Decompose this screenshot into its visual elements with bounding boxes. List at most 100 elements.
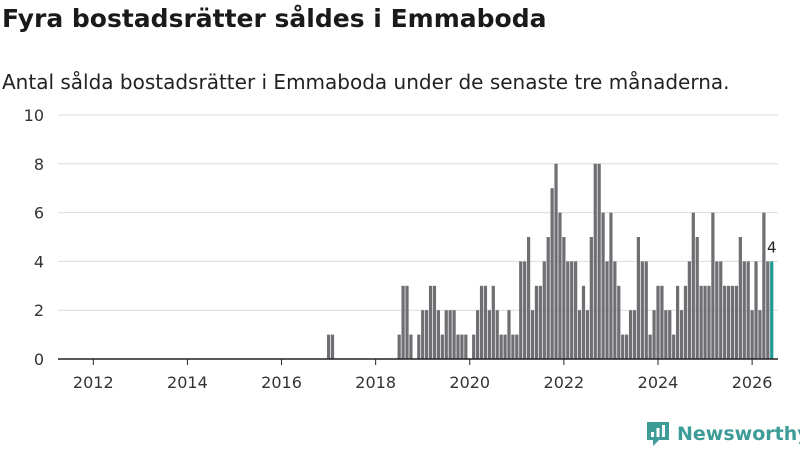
bar xyxy=(605,261,609,359)
bar xyxy=(401,285,405,359)
bar xyxy=(601,212,605,359)
bar xyxy=(566,261,570,359)
bar xyxy=(538,285,542,359)
bar xyxy=(526,237,531,359)
bar xyxy=(648,334,652,359)
bar xyxy=(621,334,625,359)
bar xyxy=(417,334,421,359)
bar xyxy=(487,310,491,359)
y-tick-label: 10 xyxy=(24,106,44,125)
bar xyxy=(330,334,335,359)
bar xyxy=(499,334,503,359)
y-tick-label: 8 xyxy=(34,155,44,174)
bar xyxy=(672,334,676,359)
bar xyxy=(746,261,750,359)
bar xyxy=(428,285,433,359)
bar xyxy=(530,310,535,359)
bar xyxy=(617,285,621,359)
bar xyxy=(503,334,507,359)
bar xyxy=(699,285,703,359)
bar xyxy=(715,261,719,359)
bar xyxy=(534,285,539,359)
newsworthy-logo: Newsworthy xyxy=(645,420,800,448)
bar xyxy=(554,163,558,359)
bar xyxy=(597,163,601,359)
bar xyxy=(695,237,699,359)
bar xyxy=(652,310,656,359)
y-tick-label: 2 xyxy=(34,301,44,320)
bar xyxy=(711,212,715,359)
bar xyxy=(766,261,770,359)
y-tick-label: 0 xyxy=(34,350,44,369)
bar xyxy=(730,285,735,359)
bar xyxy=(495,310,499,359)
y-tick-label: 6 xyxy=(34,204,44,223)
bar xyxy=(432,285,437,359)
x-tick-label: 2020 xyxy=(449,373,490,392)
bar xyxy=(472,334,476,359)
bar xyxy=(723,285,727,359)
bar xyxy=(570,261,574,359)
bar xyxy=(719,261,723,359)
bar xyxy=(683,285,688,359)
bar xyxy=(523,261,527,359)
bar xyxy=(574,261,578,359)
bar xyxy=(687,261,691,359)
bar xyxy=(750,310,754,359)
bar xyxy=(464,334,468,359)
bar xyxy=(664,310,668,359)
data-label: 4 xyxy=(767,238,777,256)
bar xyxy=(609,212,613,359)
bar-chart: 0 2 4 6 8 10 4 2012 2014 2016 2018 2020 2022 2024 2026 xyxy=(24,106,778,392)
bar xyxy=(440,334,444,359)
bar xyxy=(738,237,742,359)
bar xyxy=(613,261,617,359)
bar xyxy=(734,285,739,359)
bar xyxy=(707,285,711,359)
bar xyxy=(703,285,707,359)
y-tick-label: 4 xyxy=(34,252,44,271)
bar xyxy=(589,237,593,359)
bar xyxy=(476,310,480,359)
x-tick-label: 2012 xyxy=(73,373,114,392)
bar xyxy=(562,237,566,359)
x-tick-label: 2024 xyxy=(638,373,679,392)
x-tick-label: 2022 xyxy=(544,373,585,392)
bar xyxy=(632,310,637,359)
bar xyxy=(542,261,546,359)
bar xyxy=(585,310,590,359)
bar xyxy=(519,261,523,359)
bar xyxy=(452,310,456,359)
bar xyxy=(456,334,460,359)
bar xyxy=(679,310,684,359)
bar xyxy=(593,163,597,359)
bar xyxy=(326,334,331,359)
bar xyxy=(742,261,746,359)
x-tick-label: 2014 xyxy=(167,373,208,392)
bar xyxy=(444,310,448,359)
bar xyxy=(507,310,511,359)
bar xyxy=(726,285,731,359)
bar xyxy=(668,310,672,359)
bar xyxy=(483,285,488,359)
bar xyxy=(628,310,633,359)
bar xyxy=(511,334,515,359)
bar xyxy=(754,261,758,359)
bar xyxy=(397,334,401,359)
chart-subtitle: Antal sålda bostadsrätter i Emmaboda und… xyxy=(2,70,730,94)
bar xyxy=(436,310,440,359)
bar xyxy=(691,212,695,359)
bar xyxy=(644,261,648,359)
bar xyxy=(550,188,554,359)
bar xyxy=(640,261,644,359)
bar xyxy=(409,334,413,359)
bar xyxy=(625,334,629,359)
bar xyxy=(581,285,586,359)
bar xyxy=(515,334,519,359)
bar xyxy=(425,310,429,359)
bar xyxy=(660,285,664,359)
bar xyxy=(558,212,562,359)
bar xyxy=(577,310,582,359)
bar xyxy=(676,285,680,359)
bar xyxy=(656,285,660,359)
